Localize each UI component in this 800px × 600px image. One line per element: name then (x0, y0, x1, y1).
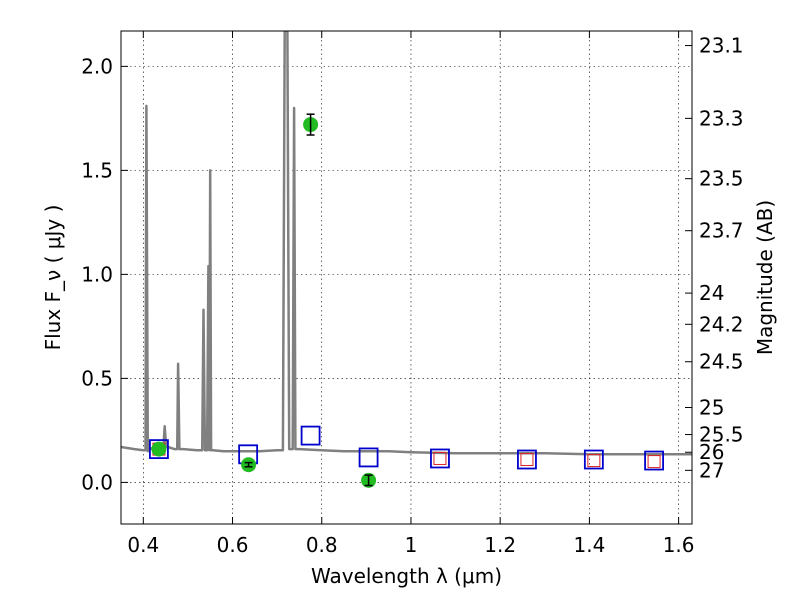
y2-tick-label: 23.5 (699, 167, 744, 191)
model-photometry-point (517, 449, 537, 470)
model-photometry-point (583, 449, 604, 470)
x-axis-label: Wavelength λ (μm) (311, 564, 502, 588)
model-photometry-point (644, 450, 664, 471)
y-tick-label: 1.5 (81, 158, 113, 182)
x-tick-label: 1 (405, 533, 418, 557)
y-tick-label: 0.0 (81, 470, 113, 494)
x-tick-label: 1.2 (484, 533, 516, 557)
x-tick-label: 1.4 (573, 533, 605, 557)
model-photometry-point (430, 448, 450, 469)
filter-box-inner (520, 453, 534, 467)
filter-box-inner (647, 455, 661, 469)
y-tick-label: 1.0 (81, 262, 113, 286)
plot-clip-group (121, 31, 692, 488)
model-spectrum-line (121, 31, 692, 456)
y2-tick-label: 23.7 (699, 219, 744, 243)
y2-tick-label: 23.1 (699, 34, 744, 58)
model-photometry-point (149, 439, 169, 460)
x-tick-label: 0.8 (306, 533, 338, 557)
y2-axis-label: Magnitude (AB) (753, 200, 777, 355)
plot-area (121, 31, 692, 488)
y2-tick-label: 24 (699, 281, 724, 305)
y-axis-label: Flux F_ν ( μJy ) (41, 205, 65, 351)
model-photometry-point (300, 425, 321, 446)
x-tick-label: 1.6 (663, 533, 695, 557)
y2-tick-label: 24.2 (699, 312, 744, 336)
y-tick-label: 2.0 (81, 54, 113, 78)
y2-tick-label: 25 (699, 396, 724, 420)
y2-tick-label: 27 (699, 458, 724, 482)
y2-tick-label: 24.5 (699, 350, 744, 374)
y2-tick-label: 23.3 (699, 106, 744, 130)
plot-frame (120, 30, 693, 525)
model-photometry-point (358, 447, 379, 468)
filter-box-inner (587, 454, 601, 468)
filter-box-inner (433, 451, 447, 465)
grid (121, 31, 692, 524)
axis-ticks: 0.4 0.6 0.8 1 1.2 1.4 1.6 0.0 0.5 1.0 1.5 2.0 23.1 23… (81, 31, 744, 557)
y-tick-label: 0.5 (81, 366, 113, 390)
y2-tick-label: 26 (699, 440, 724, 464)
x-tick-label: 0.6 (217, 533, 249, 557)
x-tick-label: 0.4 (127, 533, 159, 557)
y2-tick-label: 25.5 (699, 423, 744, 447)
observed-point (151, 441, 167, 457)
